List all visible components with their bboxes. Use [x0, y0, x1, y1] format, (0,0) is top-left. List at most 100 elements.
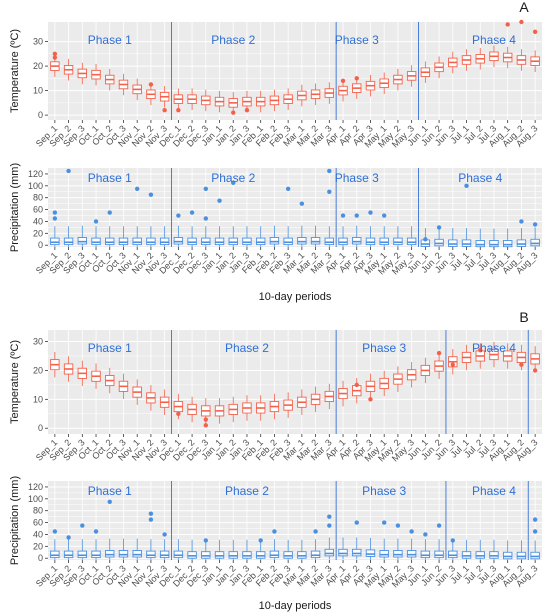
outlier-point [148, 82, 154, 87]
outlier-point [134, 186, 140, 191]
box-body [379, 550, 389, 558]
box-body [434, 550, 444, 559]
box-body [118, 237, 129, 246]
box-body [63, 237, 74, 246]
box-body [393, 550, 403, 558]
outlier-point [450, 362, 456, 367]
box-body [489, 240, 499, 248]
y-axis-label: Temperature (ºC) [9, 29, 21, 113]
y-tick-label: 30 [33, 337, 43, 347]
y-tick-label: 80 [33, 193, 43, 203]
outlier-point [478, 348, 483, 353]
box-body [214, 237, 225, 246]
phase-label: Phase 3 [335, 171, 379, 185]
y-tick-label: 10 [33, 394, 43, 404]
y-tick-label: 20 [33, 61, 43, 71]
box-body [105, 237, 115, 246]
outlier-point [340, 78, 346, 84]
phase-label: Phase 4 [472, 33, 516, 47]
box-body [201, 551, 211, 559]
box-body [159, 550, 170, 559]
panel-label: A [519, 0, 529, 15]
outlier-point [532, 29, 538, 34]
outlier-point [93, 219, 99, 224]
outlier-point [148, 192, 154, 197]
outlier-point [66, 535, 71, 540]
y-tick-label: 20 [33, 228, 43, 238]
outlier-point [52, 216, 58, 221]
outlier-point [327, 523, 332, 528]
y-tick-label: 20 [33, 365, 43, 375]
box-body [393, 237, 403, 246]
outlier-point [258, 538, 263, 543]
y-tick-label: 10 [33, 86, 43, 96]
outlier-point [66, 168, 71, 174]
outlier-point [395, 523, 401, 528]
outlier-point [203, 423, 209, 428]
box-body [310, 237, 321, 245]
box-body [77, 550, 88, 559]
box-body [448, 239, 458, 247]
y-tick-label: 0 [38, 553, 43, 563]
box-body [502, 240, 513, 248]
outlier-point [313, 529, 318, 534]
box-body [214, 551, 225, 559]
outlier-point [52, 55, 58, 60]
box-body [530, 238, 540, 247]
y-tick-label: 60 [33, 518, 43, 528]
outlier-point [450, 538, 456, 543]
box-body [338, 237, 348, 246]
outlier-point [203, 186, 209, 191]
box-body [269, 237, 280, 245]
outlier-point [340, 213, 346, 218]
outlier-point [354, 213, 359, 218]
x-axis-label: 10-day periods [259, 291, 332, 303]
box-body [502, 551, 513, 560]
outlier-point [505, 22, 510, 27]
outlier-point [231, 180, 236, 186]
y-tick-label: 30 [33, 37, 43, 47]
outlier-point [423, 532, 428, 537]
y-tick-label: 0 [38, 423, 43, 433]
box-body [201, 237, 211, 246]
phase-label: Phase 4 [458, 171, 502, 185]
outlier-point [244, 108, 250, 113]
outlier-point [52, 210, 58, 215]
box-body [324, 237, 335, 246]
outlier-point [423, 237, 428, 242]
outlier-point [285, 186, 291, 191]
y-axis-label: Precipitation (mm) [9, 476, 21, 565]
y-tick-label: 0 [38, 240, 43, 250]
box-body [530, 551, 540, 560]
outlier-point [52, 51, 58, 57]
box-body [420, 550, 431, 559]
y-axis-label: Temperature (ºC) [9, 340, 21, 424]
outlier-point [107, 499, 112, 504]
box-body [434, 238, 444, 247]
box-body [475, 240, 485, 248]
box-body [63, 550, 74, 559]
box-body [269, 550, 280, 559]
phase-label: Phase 2 [211, 171, 255, 185]
box-body [242, 551, 252, 559]
box-body [283, 551, 293, 559]
panel-label: B [519, 309, 528, 325]
outlier-point [176, 411, 181, 416]
outlier-point [354, 520, 359, 525]
box-body [297, 237, 307, 245]
phase-label: Phase 3 [362, 341, 406, 355]
box-body [461, 239, 472, 247]
outlier-point [299, 201, 305, 206]
box-body [187, 551, 197, 559]
y-tick-label: 40 [33, 529, 43, 539]
box-body [379, 237, 389, 246]
box-body [146, 237, 156, 246]
y-tick-label: 60 [33, 205, 43, 215]
outlier-point [368, 210, 373, 215]
outlier-point [464, 183, 469, 189]
box-body [461, 551, 472, 559]
outlier-point [162, 532, 167, 537]
box-body [173, 237, 184, 245]
outlier-point [354, 382, 359, 388]
